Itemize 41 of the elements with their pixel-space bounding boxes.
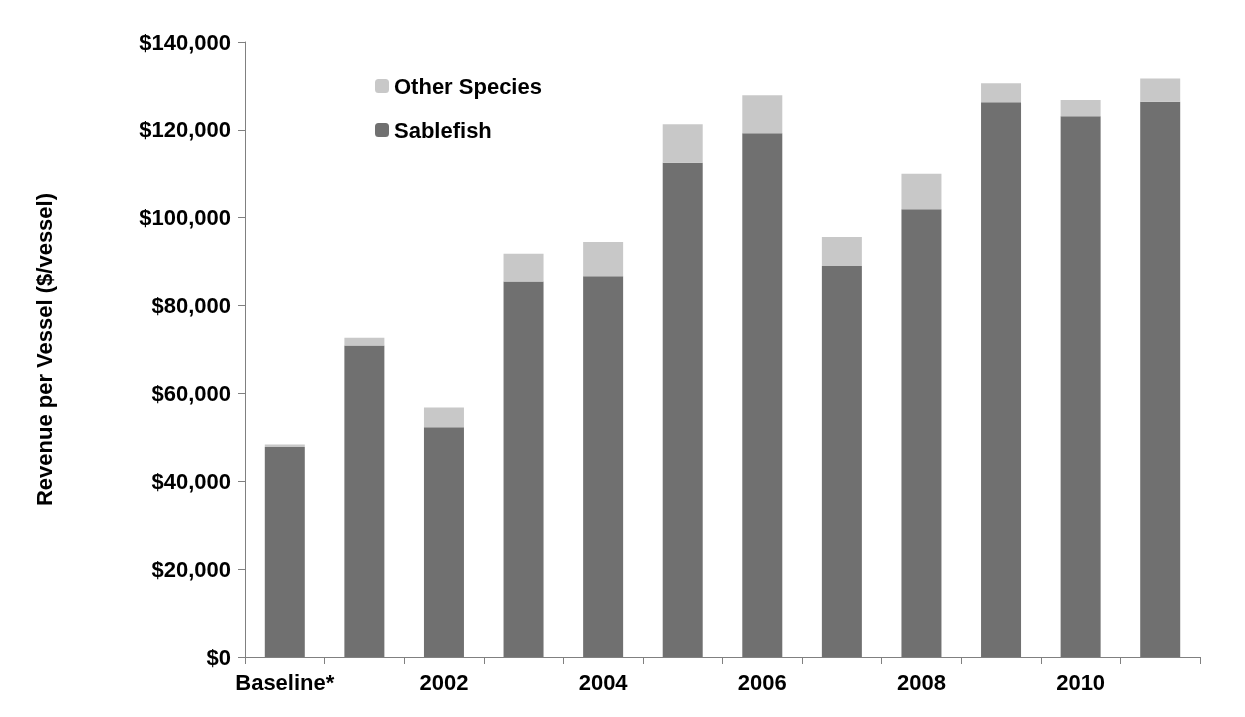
- bar: [583, 276, 624, 657]
- y-axis-title: Revenue per Vessel ($/vessel): [31, 192, 57, 507]
- x-tick-label: 2008: [896, 669, 946, 695]
- bar: [264, 447, 305, 657]
- x-tick-label: 2004: [578, 669, 629, 695]
- bar: [662, 162, 703, 657]
- bar: [742, 95, 783, 134]
- bar: [503, 281, 544, 657]
- y-tick-label: $20,000: [151, 556, 231, 582]
- x-tick-label: 2006: [737, 669, 787, 695]
- legend-label: Sablefish: [394, 117, 492, 143]
- bar: [901, 173, 942, 210]
- bar: [264, 444, 305, 448]
- y-tick-label: $80,000: [151, 293, 231, 319]
- bar: [1140, 101, 1181, 657]
- bar: [821, 237, 862, 267]
- bar: [981, 102, 1022, 657]
- bar: [503, 253, 544, 282]
- y-tick-label: $40,000: [151, 468, 231, 494]
- y-tick-label: $120,000: [139, 117, 231, 143]
- bar: [821, 266, 862, 657]
- y-tick-label: $60,000: [151, 380, 231, 406]
- bar: [1060, 116, 1101, 657]
- y-tick-label: $100,000: [139, 205, 231, 231]
- bar: [662, 124, 703, 163]
- bar: [1060, 99, 1101, 117]
- bar: [423, 407, 464, 428]
- bar: [1140, 78, 1181, 102]
- bar: [344, 337, 385, 346]
- bar: [423, 427, 464, 657]
- bar: [981, 83, 1022, 103]
- bar: [344, 345, 385, 657]
- x-tick-label: 2002: [419, 669, 469, 695]
- bar: [901, 209, 942, 657]
- bar: [742, 133, 783, 657]
- legend-label: Other Species: [394, 73, 542, 99]
- x-tick-label: Baseline*: [235, 669, 335, 695]
- y-tick-label: $0: [206, 644, 231, 670]
- y-tick-label: $140,000: [139, 29, 231, 55]
- bar: [583, 241, 624, 277]
- x-tick-label: 2010: [1056, 669, 1106, 695]
